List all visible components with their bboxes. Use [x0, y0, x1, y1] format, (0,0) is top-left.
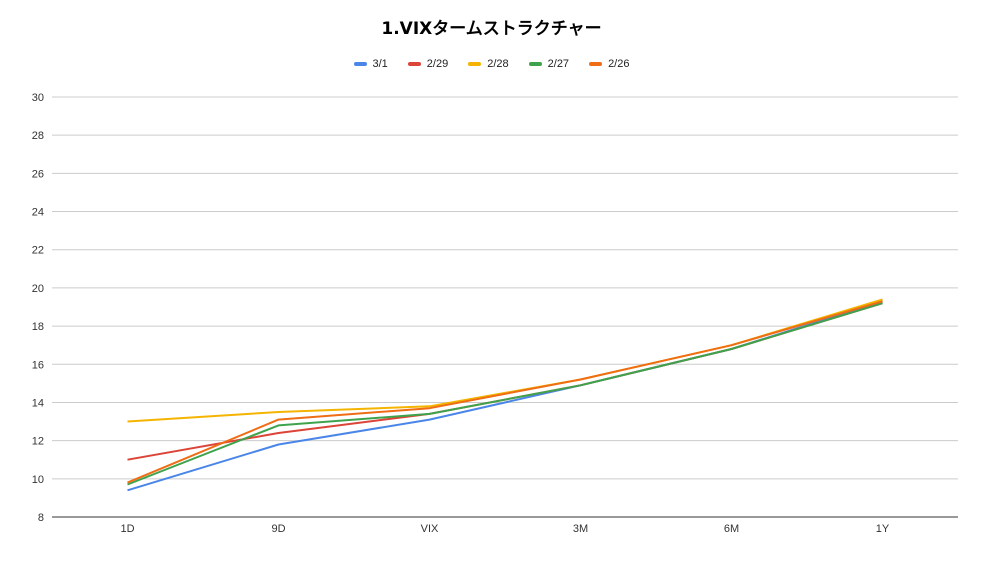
legend-label-series-3: 2/27	[547, 58, 570, 70]
series-line-0	[127, 300, 883, 492]
x-tick-label: 1D	[120, 523, 134, 535]
legend-swatch-series-4	[589, 62, 603, 66]
x-tick-label: 9D	[271, 523, 285, 535]
x-axis-ticks: 1D 9D VIX 3M 6M 1Y	[120, 523, 889, 535]
legend-label-series-1: 2/29	[426, 58, 449, 70]
legend-item-series-0: 3/1	[353, 58, 388, 70]
y-tick-label: 28	[32, 130, 44, 142]
y-tick-label: 18	[32, 321, 44, 333]
legend-label-series-2: 2/28	[487, 58, 509, 70]
series-line-3	[127, 302, 883, 486]
x-tick-label: 3M	[573, 523, 588, 535]
y-tick-label: 12	[32, 436, 44, 448]
gridlines	[52, 96, 958, 518]
legend: 3/1 2/29 2/28 2/27 2/26	[0, 58, 983, 70]
legend-item-series-1: 2/29	[407, 58, 449, 70]
legend-label-series-4: 2/26	[608, 58, 630, 70]
y-tick-label: 8	[38, 512, 44, 524]
legend-swatch-series-2	[468, 62, 482, 66]
y-tick-label: 24	[32, 207, 44, 219]
y-tick-label: 22	[32, 245, 44, 257]
series-line-4	[127, 300, 883, 484]
x-tick-label: 1Y	[876, 523, 890, 535]
series-lines	[127, 298, 883, 492]
legend-item-series-3: 2/27	[528, 58, 570, 70]
chart-title: 1.VIXタームストラクチャー	[381, 19, 602, 39]
legend-item-series-4: 2/26	[589, 58, 629, 70]
legend-label-series-0: 3/1	[372, 58, 388, 70]
x-tick-label: 6M	[724, 523, 739, 535]
y-tick-label: 10	[32, 474, 44, 486]
legend-swatch-series-1	[407, 62, 421, 66]
y-tick-label: 30	[32, 92, 44, 104]
legend-swatch-series-0	[353, 62, 367, 66]
y-tick-label: 16	[32, 359, 44, 371]
legend-swatch-series-3	[528, 62, 542, 66]
y-tick-label: 20	[32, 283, 44, 295]
y-tick-label: 14	[32, 397, 44, 409]
y-axis-ticks: 8 10 12 14 16 18 20 22 24 26 28 30	[32, 92, 44, 524]
x-tick-label: VIX	[421, 523, 439, 535]
y-tick-label: 26	[32, 168, 44, 180]
legend-item-series-2: 2/28	[468, 58, 509, 70]
